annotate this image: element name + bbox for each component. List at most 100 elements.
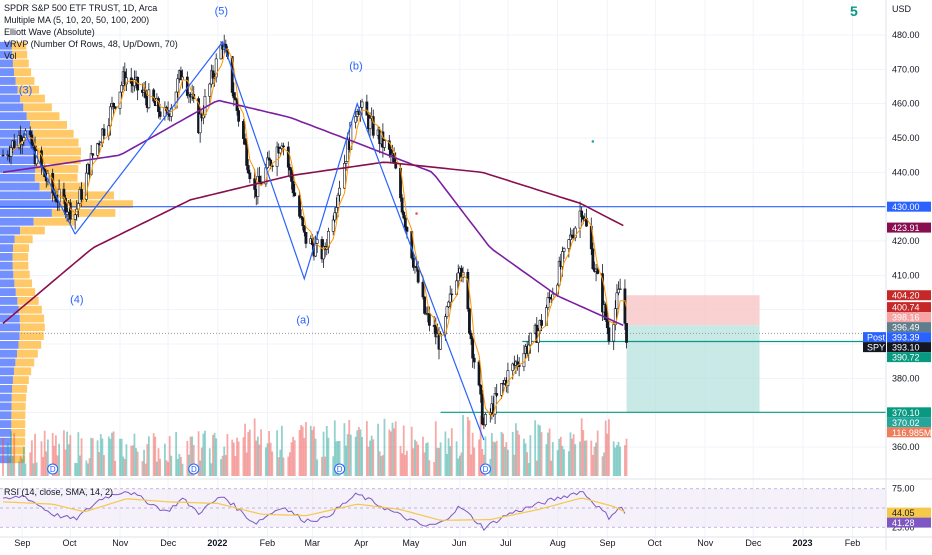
candle-down: [480, 393, 484, 425]
volume-bar: [313, 426, 315, 476]
candle-down: [258, 175, 261, 183]
dividend-marker[interactable]: [334, 463, 346, 475]
indicator-elliott-wave[interactable]: Elliott Wave (Absolute): [4, 27, 95, 37]
x-tick-label: Feb: [260, 538, 276, 548]
volume-bar: [563, 449, 565, 476]
wave-label: (3): [19, 84, 32, 96]
indicator-moving-averages[interactable]: Multiple MA (5, 10, 20, 50, 100, 200): [4, 15, 150, 25]
volume-bar: [159, 458, 161, 476]
volume-bar: [439, 442, 442, 476]
volume-bar: [316, 459, 319, 476]
vp-row-down: [34, 173, 78, 182]
volume-bar: [462, 414, 464, 476]
volume-bar: [236, 437, 238, 476]
volume-bar: [305, 422, 307, 476]
candle-down: [581, 216, 585, 220]
dividend-marker[interactable]: [188, 463, 200, 475]
volume-bar: [337, 441, 339, 476]
candle-down: [387, 140, 391, 150]
volume-bar: [109, 438, 112, 476]
volume-bar: [181, 463, 184, 476]
volume-bar: [192, 444, 195, 476]
vp-row-up: [0, 340, 19, 349]
x-tick-label: Sep: [599, 538, 615, 548]
candle-up: [573, 227, 577, 239]
position-stop-zone[interactable]: [626, 295, 760, 326]
volume-bar: [6, 442, 9, 476]
volume-bar: [550, 460, 553, 476]
elliott-wave-path[interactable]: [74, 40, 485, 441]
volume-bar: [18, 461, 20, 476]
x-tick-label: Oct: [63, 538, 78, 548]
volume-bar: [301, 426, 304, 476]
indicator-volume[interactable]: Vol: [4, 51, 17, 61]
volume-bar: [537, 424, 540, 476]
vp-row-up: [0, 182, 40, 191]
candle-up: [338, 187, 342, 196]
volume-bar: [324, 456, 327, 476]
volume-bar: [540, 432, 543, 476]
volume-bar: [293, 440, 296, 476]
vp-row-down: [13, 270, 30, 279]
volume-bar: [271, 451, 274, 476]
volume-bar: [260, 429, 262, 476]
wave-label: (4): [70, 294, 83, 306]
volume-bar: [603, 452, 605, 476]
volume-bar: [394, 421, 397, 476]
volume-bar: [471, 432, 474, 476]
y-tick-label: 360.00: [892, 442, 920, 452]
vp-row-up: [0, 129, 34, 138]
vp-row-down: [35, 138, 79, 147]
volume-bar: [131, 445, 134, 476]
volume-bar: [433, 462, 436, 476]
candle-down: [237, 110, 241, 122]
volume-bar: [40, 441, 43, 476]
vp-row-down: [33, 129, 74, 138]
candle-down: [450, 293, 454, 296]
x-tick-label: Sep: [14, 538, 30, 548]
volume-bar: [455, 441, 458, 476]
vp-row-up: [0, 226, 21, 235]
dividend-letter: D: [337, 465, 343, 474]
volume-bar: [490, 432, 493, 476]
volume-bar: [412, 448, 415, 476]
vp-row-down: [17, 349, 38, 358]
volume-bar: [2, 437, 4, 476]
candle-down: [68, 202, 72, 220]
vp-row-up: [0, 147, 37, 156]
volume-bar: [571, 438, 573, 476]
candle-down: [179, 70, 183, 81]
volume-bar: [526, 452, 529, 476]
candle-down: [248, 172, 252, 180]
volume-bar: [381, 455, 384, 476]
candle-down: [471, 338, 475, 359]
vp-row-down: [51, 209, 116, 217]
indicator-volume-profile[interactable]: VRVP (Number Of Rows, 48, Up/Down, 70): [4, 39, 178, 49]
volume-bar: [604, 420, 607, 476]
candle-up: [500, 383, 503, 396]
rsi-title[interactable]: RSI (14, close, SMA, 14, 2): [4, 487, 114, 497]
volume-bar: [96, 440, 99, 476]
volume-bar: [346, 434, 349, 476]
volume-bar: [67, 444, 70, 476]
volume-bar: [585, 440, 588, 476]
volume-bar: [502, 433, 505, 476]
volume-bar: [141, 461, 144, 476]
candle-up: [447, 301, 451, 308]
vp-row-up: [0, 77, 16, 85]
volume-bar: [458, 455, 461, 476]
elliott-wave-prev[interactable]: [23, 130, 76, 235]
volume-bar: [457, 458, 460, 476]
volume-bar: [163, 443, 166, 476]
vp-row-up: [0, 358, 16, 367]
volume-bar: [34, 433, 36, 476]
volume-bar: [289, 452, 291, 476]
dividend-marker[interactable]: [47, 463, 59, 475]
volume-bar: [215, 438, 218, 476]
position-target-zone[interactable]: [626, 325, 760, 413]
volume-bar: [518, 434, 521, 476]
dividend-marker[interactable]: [479, 463, 491, 475]
volume-bar: [66, 431, 69, 476]
